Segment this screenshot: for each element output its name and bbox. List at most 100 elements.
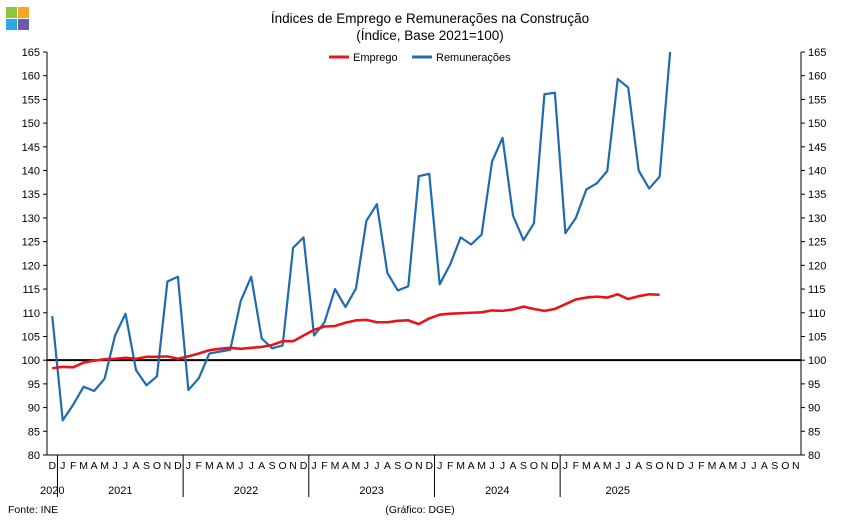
x-month-label: A (342, 460, 349, 472)
x-month-label: M (582, 460, 591, 472)
x-month-label: A (761, 460, 768, 472)
y-tick-label-right: 130 (808, 213, 826, 225)
y-tick-label-left: 155 (22, 94, 40, 106)
x-month-label: F (573, 460, 579, 472)
chart-subtitle: (Índice, Base 2021=100) (356, 28, 503, 43)
x-year-label: 2025 (605, 485, 629, 497)
x-month-label: J (563, 460, 568, 472)
y-tick-label-left: 110 (22, 308, 40, 320)
y-tick-label-right: 160 (808, 71, 826, 83)
x-month-label: N (289, 460, 297, 472)
x-month-label: N (164, 460, 172, 472)
x-month-label: M (708, 460, 717, 472)
legend: Emprego Remunerações (329, 52, 511, 64)
x-month-label: O (279, 460, 287, 472)
y-tick-label-right: 110 (808, 308, 826, 320)
axes: 80 80 85 85 90 90 95 95 100 100 105 105 110 110 115 115… (22, 47, 827, 462)
y-tick-label-left: 165 (22, 47, 40, 59)
x-month-label: S (646, 460, 653, 472)
x-month-label: J (249, 460, 254, 472)
x-month-label: N (666, 460, 674, 472)
x-month-label: D (48, 460, 56, 472)
x-month-label: A (468, 460, 475, 472)
x-month-label: M (205, 460, 214, 472)
plot-area (47, 51, 801, 422)
x-month-label: A (216, 460, 223, 472)
x-month-label: A (593, 460, 600, 472)
x-month-label: J (112, 460, 117, 472)
x-month-label: J (500, 460, 505, 472)
x-month-label: M (352, 460, 361, 472)
x-month-label: F (321, 460, 327, 472)
x-year-label: 2023 (359, 485, 383, 497)
y-tick-label-left: 100 (22, 355, 40, 367)
source-note: Fonte: INE (8, 504, 58, 516)
x-month-label: J (615, 460, 620, 472)
x-month-label: A (258, 460, 265, 472)
y-tick-label-right: 125 (808, 237, 826, 249)
y-tick-label-right: 100 (808, 355, 826, 367)
x-month-label: M (456, 460, 465, 472)
y-tick-label-right: 165 (808, 47, 826, 59)
credit-note: (Gráfico: DGE) (385, 504, 454, 516)
y-tick-label-right: 155 (808, 94, 826, 106)
y-tick-label-left: 125 (22, 237, 40, 249)
y-tick-label-right: 90 (808, 403, 820, 415)
x-month-label: A (91, 460, 98, 472)
x-month-label: M (79, 460, 88, 472)
x-month-label: O (404, 460, 412, 472)
legend-label-remuneracoes: Remunerações (436, 52, 511, 64)
x-month-label: M (100, 460, 109, 472)
x-month-label: M (331, 460, 340, 472)
x-month-label: D (174, 460, 182, 472)
x-month-label: A (719, 460, 726, 472)
x-month-label: O (656, 460, 664, 472)
x-month-label: S (520, 460, 527, 472)
y-tick-label-right: 95 (808, 379, 820, 391)
y-tick-label-right: 80 (808, 450, 820, 462)
x-month-label: J (60, 460, 65, 472)
x-month-label: J (311, 460, 316, 472)
x-month-label: M (477, 460, 486, 472)
x-month-label: A (635, 460, 642, 472)
x-month-label: M (603, 460, 612, 472)
series-line-emprego (52, 292, 660, 370)
x-month-label: F (70, 460, 76, 472)
x-year-label: 2021 (108, 485, 132, 497)
chart-title: Índices de Emprego e Remunerações na Con… (271, 11, 589, 26)
x-month-label: J (238, 460, 243, 472)
x-month-label: D (551, 460, 559, 472)
x-month-label: J (751, 460, 756, 472)
legend-label-emprego: Emprego (353, 52, 398, 64)
x-month-label: S (269, 460, 276, 472)
x-month-label: N (541, 460, 549, 472)
x-month-label: J (489, 460, 494, 472)
y-tick-label-left: 145 (22, 142, 40, 154)
x-month-label: S (771, 460, 778, 472)
x-month-label: D (300, 460, 308, 472)
y-tick-label-left: 95 (28, 379, 40, 391)
x-month-label: F (698, 460, 704, 472)
y-tick-label-left: 80 (28, 450, 40, 462)
series-line-remuneracoes (51, 51, 672, 422)
x-month-label: S (394, 460, 401, 472)
x-month-label: O (153, 460, 161, 472)
x-month-label: D (425, 460, 433, 472)
y-tick-label-left: 120 (22, 260, 40, 272)
y-tick-label-left: 140 (22, 166, 40, 178)
y-tick-label-right: 140 (808, 166, 826, 178)
x-month-label: J (741, 460, 746, 472)
y-tick-label-right: 115 (808, 284, 826, 296)
x-month-label: N (415, 460, 423, 472)
x-month-label: J (123, 460, 128, 472)
x-month-label: O (781, 460, 789, 472)
y-tick-label-left: 150 (22, 118, 40, 130)
y-tick-label-right: 150 (808, 118, 826, 130)
y-tick-label-left: 85 (28, 426, 40, 438)
y-tick-label-left: 90 (28, 403, 40, 415)
x-month-label: J (626, 460, 631, 472)
x-month-label: M (729, 460, 738, 472)
y-tick-label-right: 85 (808, 426, 820, 438)
